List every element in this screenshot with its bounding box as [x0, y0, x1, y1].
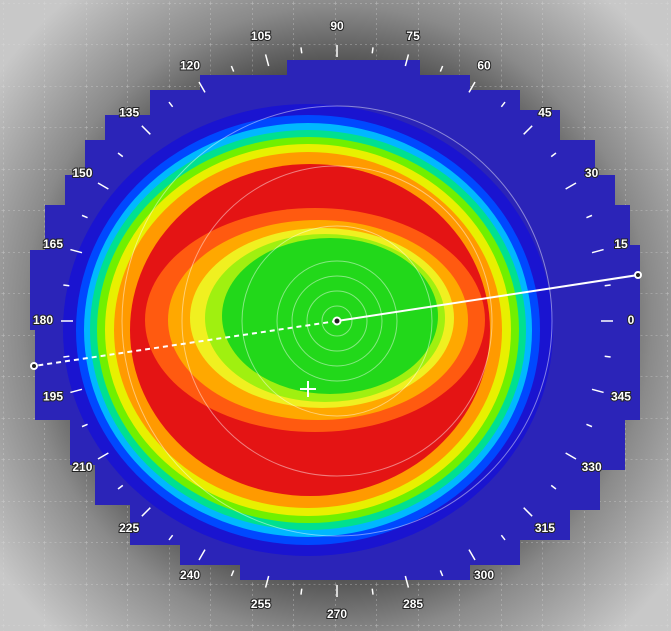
angle-label: 165	[43, 237, 63, 251]
scale-tick	[141, 507, 151, 517]
scale-tick	[565, 452, 577, 460]
scale-tick	[81, 423, 88, 428]
angle-label: 105	[251, 29, 271, 43]
scale-tick	[500, 101, 506, 108]
meridian	[33, 274, 639, 367]
scale-tick	[604, 284, 611, 287]
angle-label: 135	[119, 105, 139, 119]
scale-tick	[300, 47, 303, 54]
angle-label: 30	[585, 166, 599, 180]
scale-tick	[550, 484, 557, 490]
scale-tick	[81, 214, 88, 219]
scale-tick	[168, 534, 174, 541]
scale-tick	[439, 65, 444, 72]
scale-tick	[230, 65, 235, 72]
scale-tick	[404, 575, 410, 588]
scale-tick	[117, 152, 124, 158]
scale-tick	[604, 355, 611, 358]
scale-tick	[117, 484, 124, 490]
angle-label: 180	[33, 313, 53, 327]
angle-label: 240	[180, 568, 200, 582]
angle-label: 120	[180, 59, 200, 73]
angle-label: 345	[611, 389, 631, 403]
angle-label: 45	[538, 105, 552, 119]
scale-tick	[264, 54, 270, 67]
scale-tick	[141, 125, 151, 135]
angle-label: 300	[474, 568, 494, 582]
scale-tick	[586, 423, 593, 428]
scale-tick	[468, 81, 476, 93]
angle-label: 150	[72, 166, 92, 180]
angle-label: 330	[582, 460, 602, 474]
curvature-map	[63, 104, 553, 556]
angle-label: 285	[403, 597, 423, 611]
angle-label: 270	[327, 607, 347, 621]
scale-tick	[300, 588, 303, 595]
angle-scale: 0 15 30 45 60 75 90 105 120 135 150 165 180 195 210 225…	[32, 18, 636, 622]
angle-label: 195	[43, 389, 63, 403]
scale-tick	[404, 54, 410, 67]
scale-tick	[550, 152, 557, 158]
scale-tick	[371, 588, 374, 595]
scale-tick	[500, 534, 506, 541]
scale-tick	[198, 81, 206, 93]
scale-tick	[97, 182, 109, 190]
scale-tick	[468, 549, 476, 561]
scale-tick	[168, 101, 174, 108]
angle-label: 255	[251, 597, 271, 611]
scale-tick	[565, 182, 577, 190]
scale-tick	[591, 388, 604, 394]
scale-tick	[591, 248, 604, 254]
scale-tick	[63, 284, 70, 287]
scale-tick	[97, 452, 109, 460]
angle-label: 60	[477, 59, 491, 73]
markers	[30, 271, 642, 370]
scale-tick	[70, 248, 83, 254]
scale-tick	[586, 214, 593, 219]
angle-label: 15	[614, 237, 628, 251]
angle-label: 210	[72, 460, 92, 474]
scale-tick	[63, 355, 70, 358]
scale-tick	[523, 125, 533, 135]
angle-label: 75	[406, 29, 420, 43]
scale-tick	[371, 47, 374, 54]
rings	[121, 105, 553, 537]
scale-tick	[523, 507, 533, 517]
angle-label: 315	[535, 521, 555, 535]
scale-tick	[439, 570, 444, 577]
scale-tick	[264, 575, 270, 588]
scale-tick	[230, 570, 235, 577]
apex-cross	[300, 381, 316, 397]
angle-label: 0	[628, 313, 635, 327]
scale-tick	[198, 549, 206, 561]
angle-label: 225	[119, 521, 139, 535]
angle-label: 90	[330, 19, 344, 33]
scale-tick	[70, 388, 83, 394]
